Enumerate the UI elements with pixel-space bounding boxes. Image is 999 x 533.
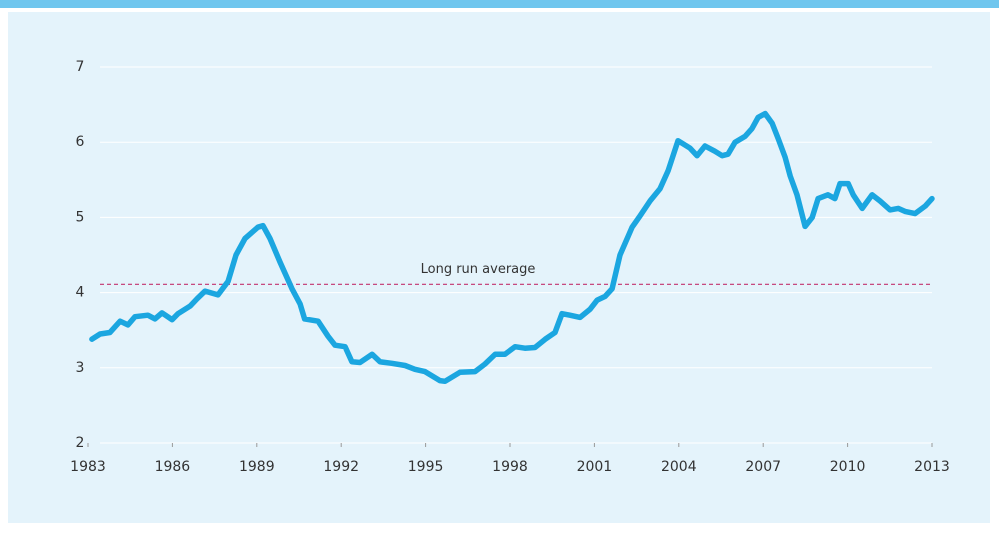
x-tick-label: 1995 [408,459,444,475]
y-tick-label: 4 [76,285,85,301]
reference-label: Long run average [421,262,536,277]
x-tick-label: 2004 [661,459,697,475]
top-bar [0,0,999,8]
x-tick-label: 2001 [577,459,613,475]
y-tick-label: 5 [76,209,85,225]
x-tick-label: 1983 [70,459,106,475]
y-tick-label: 7 [76,59,85,75]
panel [8,12,990,523]
x-tick-label: 1998 [492,459,528,475]
grid [87,66,933,447]
y-tick-label: 2 [76,435,85,451]
x-tick-label: 2013 [914,459,950,475]
x-tick-label: 2007 [745,459,781,475]
plot [89,110,935,385]
x-tick-label: 1989 [239,459,275,475]
x-tick-label: 2010 [830,459,866,475]
x-tick-label: 1992 [323,459,359,475]
y-tick-label: 3 [76,360,85,376]
data-line [89,110,935,385]
y-tick-label: 6 [76,134,85,150]
x-tick-label: 1986 [155,459,191,475]
